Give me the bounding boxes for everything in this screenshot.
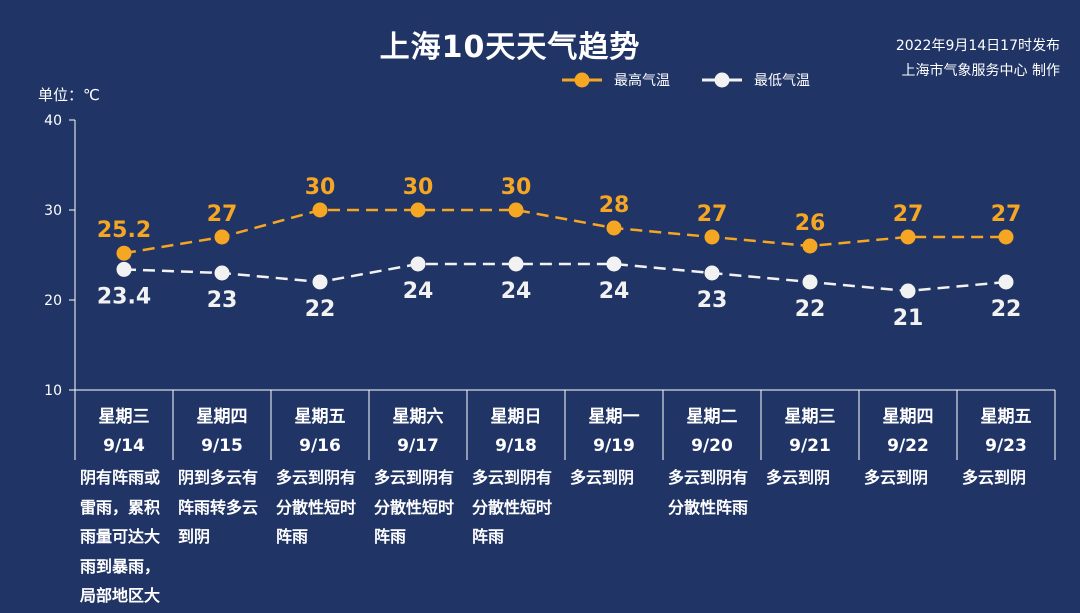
data-point-low <box>508 256 524 272</box>
x-tick-date: 9/22 <box>887 436 929 456</box>
weather-description: 多云到阴 <box>766 468 831 487</box>
data-label-high: 27 <box>207 202 238 227</box>
data-label-low: 24 <box>599 279 630 304</box>
weather-description: 多云到阴 <box>962 468 1027 487</box>
data-label-high: 30 <box>501 175 532 200</box>
x-tick-date: 9/21 <box>789 436 831 456</box>
data-point-low <box>704 265 720 281</box>
data-point-high <box>802 238 818 254</box>
data-point-low <box>312 274 328 290</box>
x-tick-date: 9/18 <box>495 436 537 456</box>
data-point-high <box>704 229 720 245</box>
x-tick-date: 9/14 <box>103 436 145 456</box>
weather-description: 阴有阵雨或雷雨，累积雨量可达大雨到暴雨，局部地区大 <box>80 468 161 605</box>
legend-low-swatch <box>702 72 742 88</box>
legend-high-label: 最高气温 <box>614 73 670 89</box>
x-tick-weekday: 星期三 <box>785 407 836 427</box>
data-point-low <box>214 265 230 281</box>
data-point-high <box>900 229 916 245</box>
x-tick-date: 9/16 <box>299 436 341 456</box>
data-point-high <box>116 245 132 261</box>
data-point-high <box>606 220 622 236</box>
x-tick-weekday: 星期五 <box>295 407 346 427</box>
x-tick-date: 9/15 <box>201 436 243 456</box>
data-label-low: 24 <box>403 279 434 304</box>
series-line-high <box>123 208 1006 255</box>
x-tick-weekday: 星期二 <box>687 407 738 427</box>
x-tick-date: 9/19 <box>593 436 635 456</box>
data-label-low: 23 <box>207 288 238 313</box>
data-label-low: 24 <box>501 279 532 304</box>
data-label-high: 26 <box>795 211 826 236</box>
y-axis-unit: 单位：℃ <box>38 86 100 104</box>
weather-description: 多云到阴 <box>864 468 929 487</box>
weather-description: 多云到阴有分散性短时阵雨 <box>374 468 455 546</box>
data-point-high <box>998 229 1014 245</box>
legend-item-high: 最高气温 <box>560 70 670 90</box>
legend-low-label: 最低气温 <box>754 73 810 89</box>
x-tick-weekday: 星期四 <box>197 407 248 427</box>
data-point-low <box>998 274 1014 290</box>
data-label-low: 22 <box>991 297 1022 322</box>
series-line-low <box>123 262 1007 293</box>
weather-description: 多云到阴 <box>570 468 635 487</box>
data-label-low: 22 <box>305 297 336 322</box>
x-tick-weekday: 星期三 <box>99 407 150 427</box>
y-tick-label: 20 <box>44 293 62 309</box>
x-tick-date: 9/20 <box>691 436 733 456</box>
data-label-high: 30 <box>403 175 434 200</box>
weather-description: 阴到多云有阵雨转多云到阴 <box>178 468 259 546</box>
data-label-high: 30 <box>305 175 336 200</box>
data-label-high: 27 <box>893 202 924 227</box>
x-tick-weekday: 星期一 <box>589 407 640 427</box>
weather-description: 多云到阴有分散性短时阵雨 <box>276 468 357 546</box>
data-label-low: 23 <box>697 288 728 313</box>
x-tick-date: 9/17 <box>397 436 439 456</box>
data-label-high: 27 <box>697 202 728 227</box>
publisher: 上海市气象服务中心 制作 <box>901 63 1060 79</box>
x-tick-weekday: 星期日 <box>491 407 542 427</box>
x-tick-weekday: 星期四 <box>883 407 934 427</box>
data-label-high: 28 <box>599 193 630 218</box>
data-point-high <box>214 229 230 245</box>
x-tick-date: 9/23 <box>985 436 1027 456</box>
data-label-high: 27 <box>991 202 1022 227</box>
data-point-low <box>410 256 426 272</box>
data-point-low <box>900 283 916 299</box>
x-tick-weekday: 星期五 <box>981 407 1032 427</box>
data-point-high <box>410 202 426 218</box>
chart-title: 上海10天天气趋势 <box>379 30 641 65</box>
data-label-high: 25.2 <box>97 218 151 243</box>
data-label-low: 22 <box>795 297 826 322</box>
publish-time: 2022年9月14日17时发布 <box>895 38 1060 54</box>
data-point-high <box>508 202 524 218</box>
data-point-low <box>116 261 132 277</box>
data-point-low <box>606 256 622 272</box>
data-point-high <box>312 202 328 218</box>
y-tick-label: 40 <box>44 113 62 129</box>
data-point-low <box>802 274 818 290</box>
weather-description: 多云到阴有分散性阵雨 <box>668 468 749 517</box>
data-label-low: 23.4 <box>97 284 151 309</box>
y-tick-label: 30 <box>44 203 62 219</box>
legend-high-swatch <box>562 72 602 88</box>
publish-info: 2022年9月14日17时发布 上海市气象服务中心 制作 <box>896 34 1060 84</box>
weather-description: 多云到阴有分散性短时阵雨 <box>472 468 553 546</box>
legend: 最高气温 最低气温 <box>560 70 810 90</box>
data-label-low: 21 <box>893 306 924 331</box>
legend-item-low: 最低气温 <box>700 70 810 90</box>
y-tick-label: 10 <box>44 383 62 399</box>
x-tick-weekday: 星期六 <box>393 406 444 427</box>
